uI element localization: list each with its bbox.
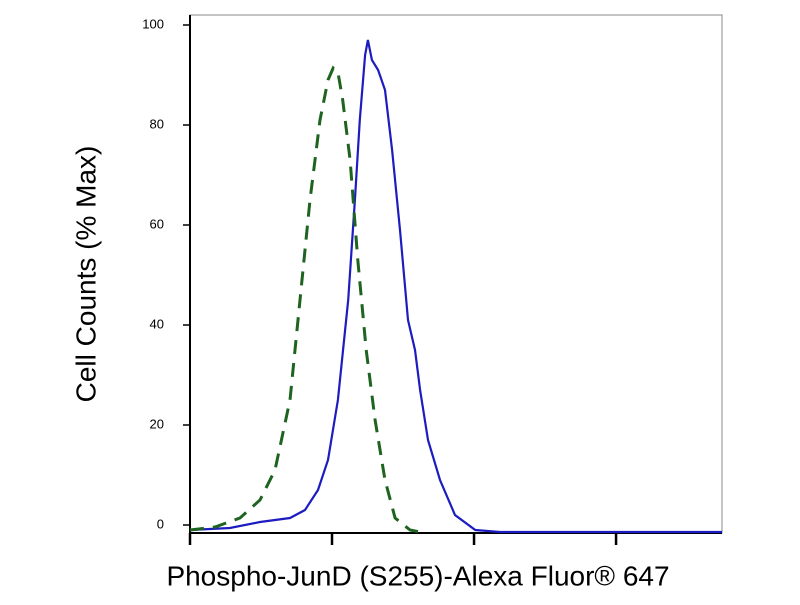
- y-axis-label: Cell Counts (% Max): [70, 146, 101, 403]
- y-tick-label: 80: [150, 116, 164, 131]
- y-tick-label: 0: [157, 516, 164, 531]
- dashed-histogram: [189, 65, 421, 534]
- histogram: [189, 39, 722, 534]
- y-tick-label: 60: [150, 216, 164, 231]
- y-tick-label: 100: [142, 16, 164, 31]
- y-tick-label: 40: [150, 316, 164, 331]
- x-axis-label: Phospho-JunD (S255)-Alexa Fluor® 647: [166, 560, 669, 591]
- y-tick-label: 20: [150, 416, 164, 431]
- plot-frame: [189, 14, 723, 534]
